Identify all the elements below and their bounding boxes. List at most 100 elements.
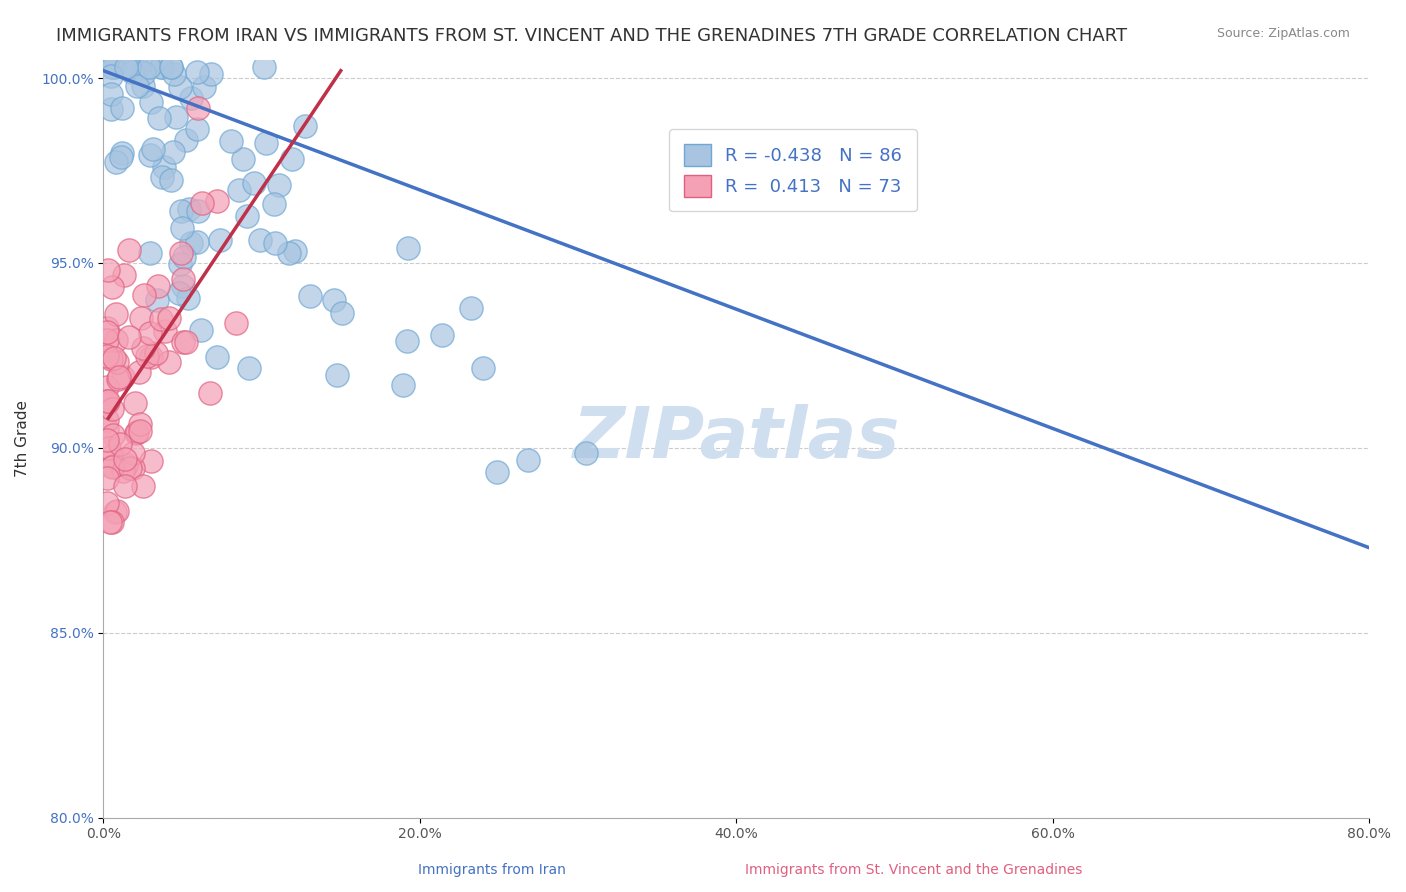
Point: [101, 458, 124, 473]
Point: [460, 301, 482, 315]
Point: [105, 355, 128, 369]
Point: [101, 60, 124, 74]
Point: [432, 328, 454, 343]
Point: [243, 176, 266, 190]
Point: [101, 450, 124, 464]
Point: [129, 311, 152, 326]
Point: [101, 427, 124, 442]
Point: [111, 463, 134, 477]
Point: [150, 170, 173, 185]
Point: [139, 147, 162, 161]
Point: [207, 194, 229, 208]
Point: [115, 458, 138, 472]
Point: [118, 329, 141, 343]
Point: [150, 60, 173, 74]
Point: [107, 504, 129, 518]
Point: [575, 446, 598, 460]
Text: Source: ZipAtlas.com: Source: ZipAtlas.com: [1216, 27, 1350, 40]
Point: [177, 202, 200, 216]
Point: [228, 183, 250, 197]
Point: [157, 310, 180, 325]
Point: [128, 424, 150, 438]
Point: [160, 60, 183, 74]
Point: [97, 442, 120, 456]
Point: [263, 197, 285, 211]
Point: [186, 64, 208, 78]
Point: [193, 79, 215, 94]
Point: [172, 220, 194, 235]
Point: [160, 60, 183, 74]
Point: [122, 60, 145, 74]
Point: [145, 345, 167, 359]
Point: [117, 60, 139, 74]
Point: [162, 145, 184, 160]
Point: [117, 243, 139, 257]
Y-axis label: 7th Grade: 7th Grade: [15, 401, 30, 477]
Point: [516, 452, 538, 467]
Point: [205, 350, 228, 364]
Point: [96, 321, 118, 335]
Point: [121, 446, 143, 460]
Point: [128, 365, 150, 379]
Point: [96, 380, 118, 394]
Point: [96, 413, 118, 427]
Point: [153, 160, 176, 174]
Point: [269, 178, 291, 193]
Point: [325, 368, 347, 382]
Point: [471, 360, 494, 375]
Point: [96, 326, 118, 340]
Point: [96, 396, 118, 410]
Point: [169, 80, 191, 95]
Point: [121, 65, 143, 79]
Point: [180, 91, 202, 105]
Point: [101, 401, 124, 416]
Point: [298, 288, 321, 302]
Point: [97, 394, 120, 409]
Point: [96, 471, 118, 485]
Point: [150, 312, 173, 326]
Point: [236, 209, 259, 223]
Point: [98, 515, 121, 529]
Point: [153, 324, 176, 338]
Point: [112, 268, 135, 282]
Point: [284, 244, 307, 258]
Point: [103, 60, 125, 74]
Point: [200, 386, 222, 401]
Point: [173, 250, 195, 264]
Point: [103, 351, 125, 365]
Point: [96, 496, 118, 510]
Point: [135, 60, 157, 74]
Point: [96, 434, 118, 448]
Point: [395, 334, 418, 348]
Point: [142, 142, 165, 156]
Point: [122, 461, 145, 475]
Point: [107, 370, 129, 384]
Point: [132, 479, 155, 493]
Point: [124, 396, 146, 410]
Point: [104, 333, 127, 347]
Point: [322, 293, 344, 308]
Point: [101, 459, 124, 474]
Point: [172, 271, 194, 285]
Point: [254, 136, 277, 150]
Point: [139, 246, 162, 260]
Point: [138, 60, 160, 74]
Point: [186, 235, 208, 250]
Point: [100, 69, 122, 83]
Point: [111, 370, 134, 384]
Point: [110, 145, 132, 160]
Point: [120, 461, 142, 475]
Point: [225, 316, 247, 330]
Point: [132, 341, 155, 355]
Point: [104, 155, 127, 169]
Point: [190, 322, 212, 336]
Point: [186, 121, 208, 136]
Point: [163, 67, 186, 81]
Point: [96, 349, 118, 363]
Point: [97, 263, 120, 277]
Point: [172, 279, 194, 293]
Point: [174, 133, 197, 147]
Point: [100, 352, 122, 367]
Text: Immigrants from Iran: Immigrants from Iran: [418, 863, 567, 877]
Point: [191, 196, 214, 211]
